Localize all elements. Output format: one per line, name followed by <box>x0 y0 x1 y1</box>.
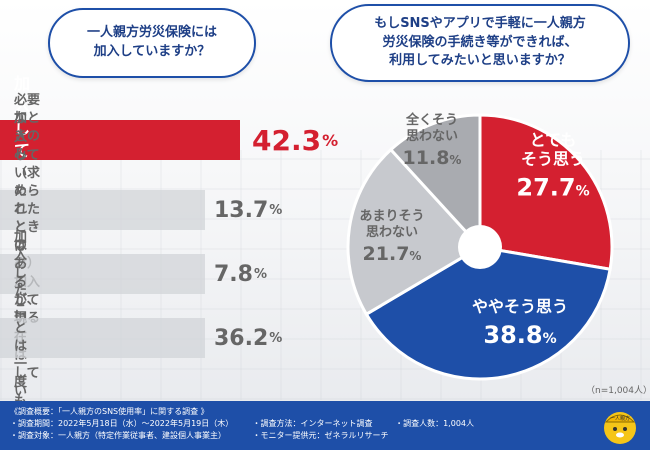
pie-slice-label: 全くそう <box>405 112 458 128</box>
bar-value-label: 42.3% <box>252 123 339 157</box>
question-bubble-right: もしSNSやアプリで手軽に一人親方 労災保険の手続き等ができれば、 利用してみた… <box>330 4 630 82</box>
pie-slice-label: 思わない <box>366 225 418 240</box>
question-right-line-1: もしSNSやアプリで手軽に一人親方 <box>374 15 586 31</box>
mascot-logo: 一人親方 <box>604 412 636 444</box>
question-right-line-3: 利用してみたいと思いますか？ <box>389 53 571 69</box>
bar <box>0 120 240 160</box>
survey-footer: 《調査概要：「一人親方のSNS使用率」に関する調査 》 ・調査期間：2022年5… <box>0 401 650 450</box>
question-right-line-2: 労災保険の手続き等ができれば、 <box>382 34 578 50</box>
pie-slice <box>478 113 614 272</box>
bar-value-label: 13.7% <box>214 197 283 223</box>
pie-slice-label: あまりそう <box>359 209 424 224</box>
bar <box>0 318 205 358</box>
footer-target: ・調査対象：一人親方（特定作業従事者、建設個人事業主） <box>10 431 226 440</box>
question-left-line-1: 一人親方労災保険には <box>86 25 217 41</box>
pie-slice-label: そう思う <box>521 150 585 169</box>
pie-value-label: 38.8% <box>483 321 556 349</box>
donut-hole <box>458 225 502 269</box>
pie-value-label: 27.7% <box>516 174 589 202</box>
bar-category-label: 加入したことは一度もない <box>14 229 28 445</box>
pie-value-label: 21.7% <box>363 243 422 265</box>
sample-size-note: （n=1,004人） <box>586 386 650 396</box>
question-left-line-2: 加入していますか？ <box>93 44 211 59</box>
footer-provider: ・モニター提供元：ゼネラルリサーチ <box>252 431 389 440</box>
footer-method: ・調査方法：インターネット調査 <box>252 419 373 428</box>
mascot-helmet-text: 一人親方 <box>610 415 630 422</box>
pie-slice-label: とても <box>530 131 577 150</box>
pie-slice-label: 思わない <box>406 129 458 144</box>
question-bubble-left: 一人親方労災保険には 加入していますか？ <box>48 8 256 78</box>
bar-value-label: 36.2% <box>214 325 283 351</box>
pie-slice <box>388 113 482 251</box>
bar <box>0 254 205 294</box>
footer-count: ・調査人数：1,004人 <box>395 419 474 428</box>
donut-chart: とてもそう思う27.7%ややそう思う38.8%あまりそう思わない21.7%全くそ… <box>346 112 614 381</box>
pie-slice <box>364 245 612 381</box>
footer-title: 《調査概要：「一人親方のSNS使用率」に関する調査 》 <box>10 407 209 416</box>
pie-value-label: 11.8% <box>403 147 462 169</box>
footer-period: ・調査期間：2022年5月18日（水）〜2022年5月19日（木） <box>10 419 234 428</box>
pie-slice-label: ややそう思う <box>472 297 568 316</box>
bar <box>0 190 205 230</box>
bar-value-label: 7.8% <box>214 261 268 287</box>
pie-slice <box>346 147 483 317</box>
